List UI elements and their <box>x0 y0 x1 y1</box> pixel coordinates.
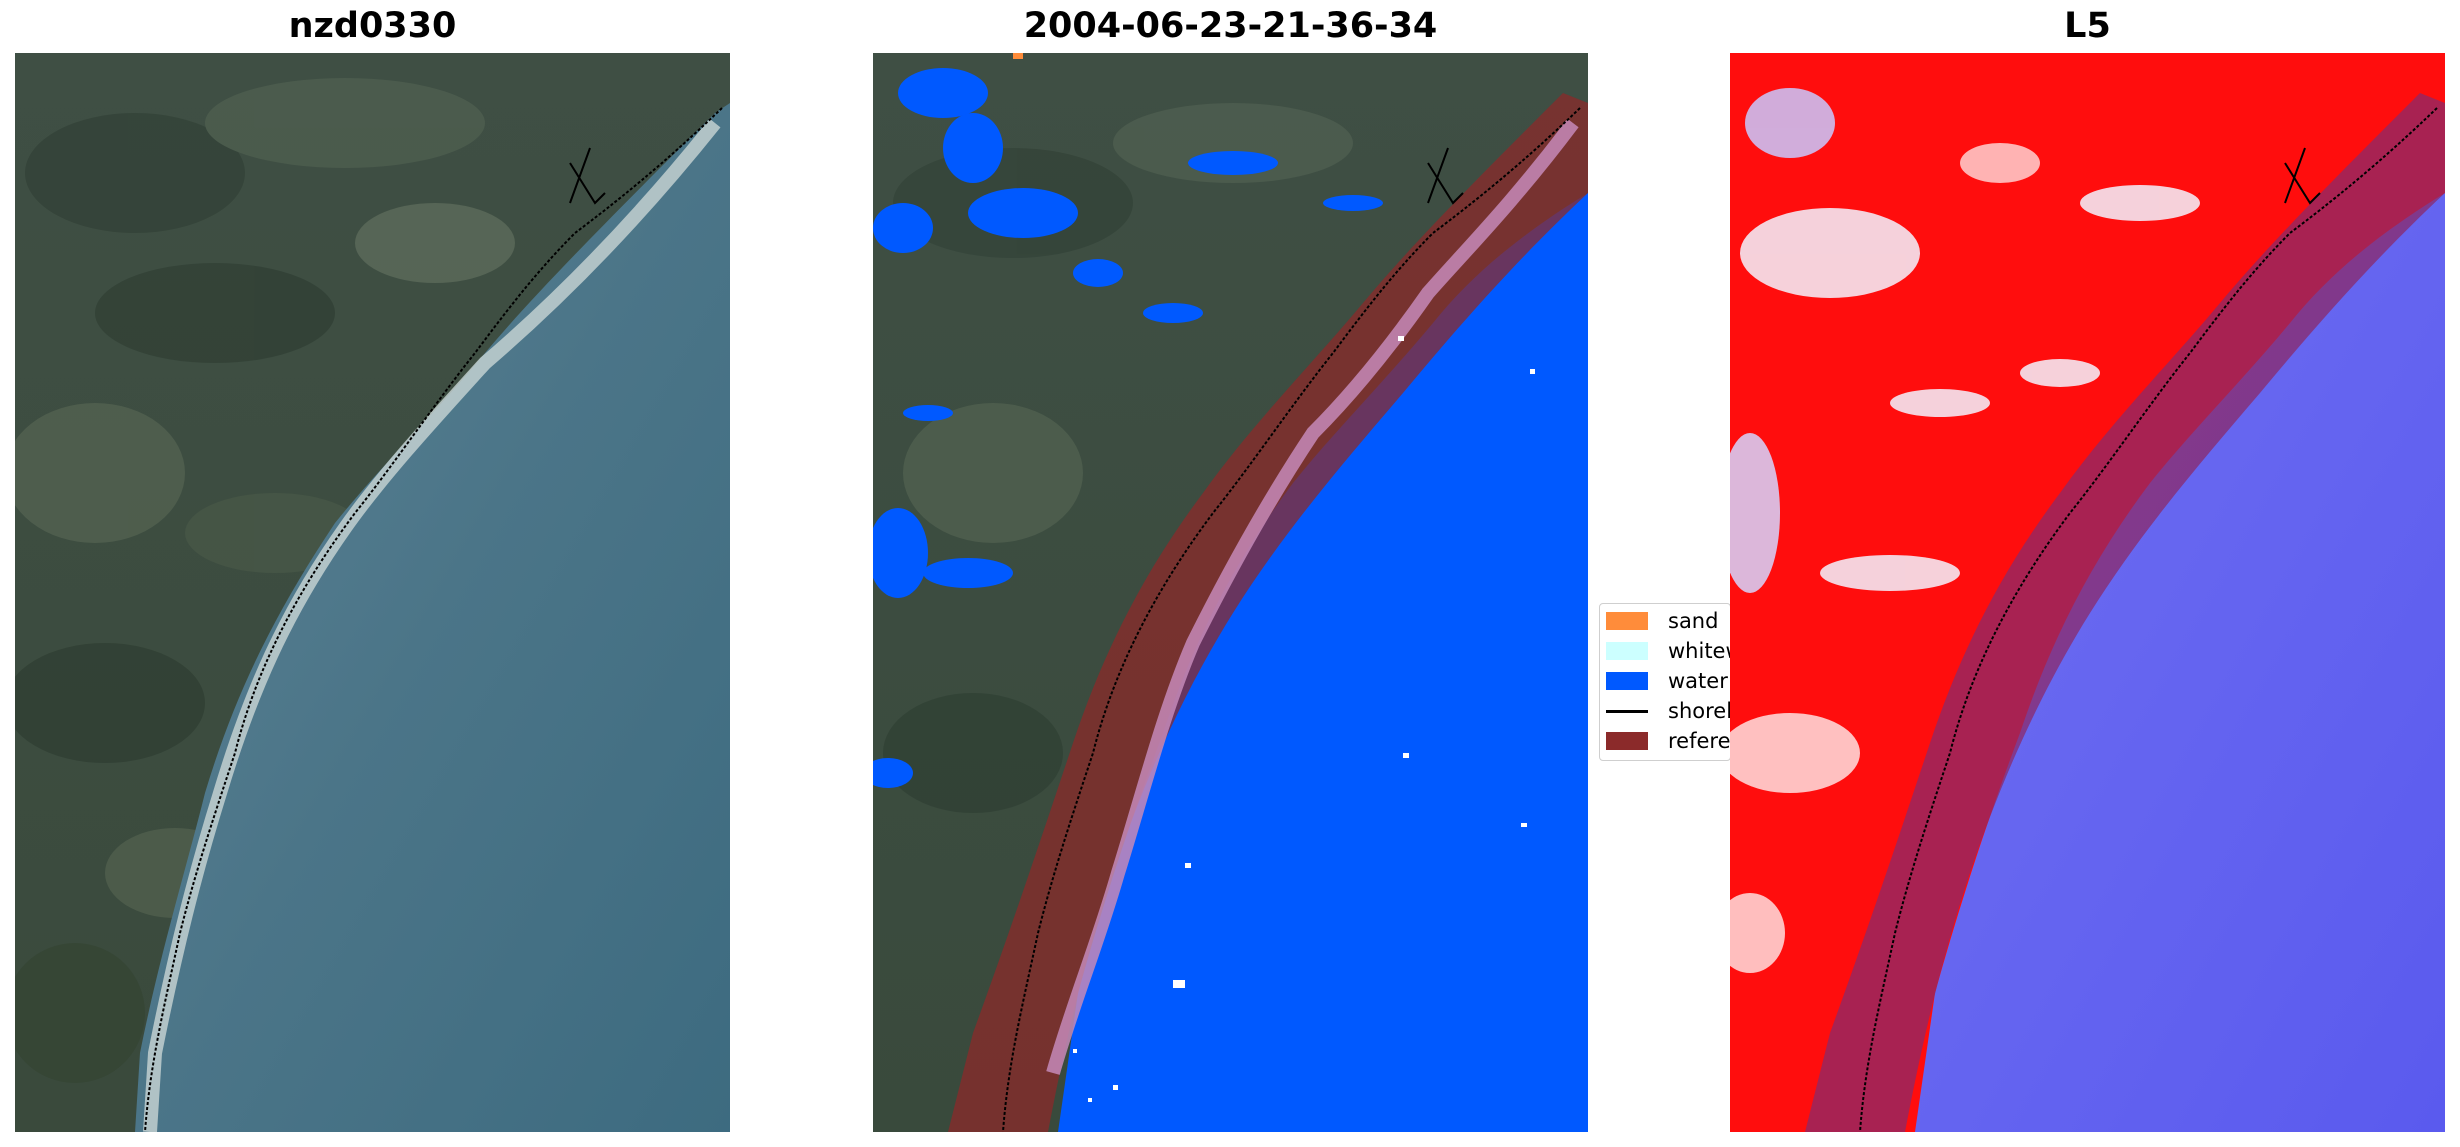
shoreline-line-swatch <box>1606 709 1648 713</box>
classified-image <box>873 53 1588 1132</box>
legend-label-water: water <box>1668 669 1728 693</box>
whitewater-swatch <box>1606 642 1648 660</box>
reference-shoreline-buffer <box>948 93 1588 1132</box>
negative-index-sea <box>1915 193 2445 1132</box>
rgb-image-panel <box>15 53 730 1132</box>
legend-item-water: water <box>1606 669 1728 693</box>
detected-shoreline <box>144 107 723 1132</box>
detected-shoreline <box>1859 107 2438 1132</box>
low-index-patches <box>1730 88 2200 973</box>
index-image <box>1730 53 2445 1132</box>
buffer-swatch <box>1606 732 1648 750</box>
panel-title-rgb: nzd0330 <box>288 6 457 46</box>
shoreline-artifact <box>2284 147 2321 205</box>
detected-shoreline <box>1002 107 1581 1132</box>
shoreline-artifact <box>569 147 606 205</box>
shoreline-artifact <box>1427 147 1464 205</box>
panel-title-classified: 2004-06-23-21-36-34 <box>1023 6 1438 46</box>
noise-pixels <box>1073 336 1535 1102</box>
legend-label-shoreline: shoreline <box>1668 699 1731 723</box>
whitewater-sand-mix <box>1046 118 1579 1075</box>
sand-swatch <box>1606 612 1648 630</box>
legend-item-sand: sand <box>1606 609 1719 633</box>
reference-shoreline-buffer <box>1805 93 2445 1132</box>
sea-water-class <box>1058 193 1588 1132</box>
panel-title-index: L5 <box>2064 6 2111 46</box>
classified-image-panel <box>873 53 1588 1132</box>
sea-area <box>135 103 730 1132</box>
rgb-satellite-image <box>15 53 730 1132</box>
legend-item-buffer: reference shoreline buffer <box>1606 729 1731 753</box>
index-image-panel <box>1730 53 2445 1132</box>
inland-water-patches <box>873 68 1383 788</box>
legend-label-sand: sand <box>1668 609 1719 633</box>
water-swatch <box>1606 672 1648 690</box>
legend-item-shoreline: shoreline <box>1606 699 1731 723</box>
legend-label-buffer: reference shoreline buffer <box>1668 729 1731 753</box>
sand-pixels <box>1013 53 1023 59</box>
